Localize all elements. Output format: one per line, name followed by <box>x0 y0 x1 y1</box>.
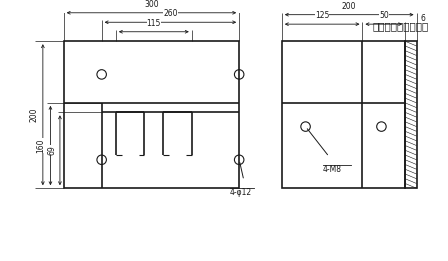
Text: 125: 125 <box>315 11 329 20</box>
Text: 260: 260 <box>163 9 178 19</box>
Text: 4-φ12: 4-φ12 <box>230 188 252 197</box>
Text: 300: 300 <box>144 0 159 9</box>
Text: 200: 200 <box>29 108 38 122</box>
Text: 4-M8: 4-M8 <box>323 164 342 174</box>
Bar <box>405 41 417 188</box>
Text: 6: 6 <box>420 14 425 23</box>
Text: 160: 160 <box>37 138 46 153</box>
Bar <box>64 41 239 188</box>
Text: 69: 69 <box>47 145 56 155</box>
Text: 115: 115 <box>146 19 161 28</box>
Text: 50: 50 <box>379 11 389 20</box>
Text: 200: 200 <box>342 2 357 11</box>
Text: 【ベースプレート】: 【ベースプレート】 <box>373 21 429 31</box>
Bar <box>282 41 405 188</box>
